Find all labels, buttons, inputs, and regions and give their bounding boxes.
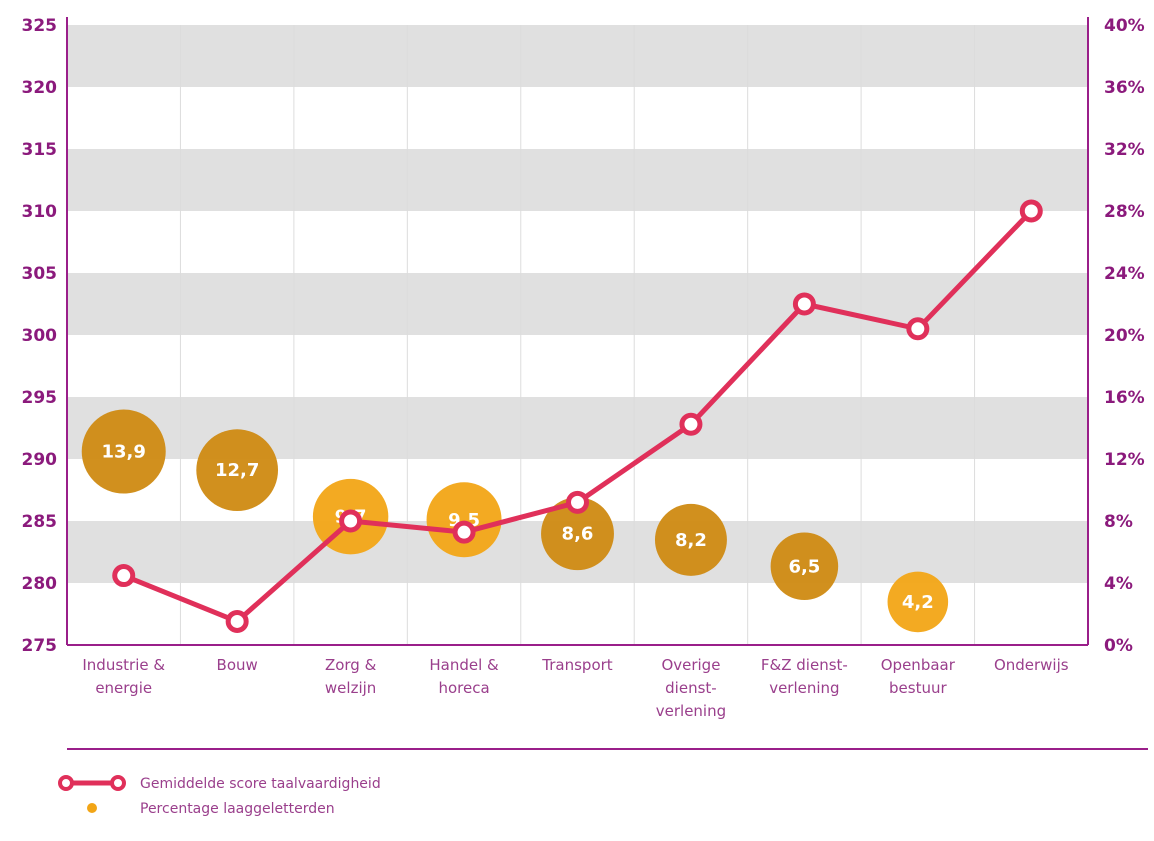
- category-label-line: bestuur: [889, 679, 947, 697]
- left-tick-label: 325: [22, 16, 58, 36]
- grid-band: [67, 273, 1088, 335]
- right-tick-label: 24%: [1104, 264, 1145, 284]
- left-tick-label: 280: [22, 574, 58, 594]
- category-label: Handel & horeca: [429, 656, 499, 697]
- bubble-value-label: 8,6: [562, 524, 594, 545]
- bubble-value-label: 13,9: [102, 442, 146, 463]
- score-point: [1019, 199, 1043, 223]
- score-point: [452, 520, 476, 544]
- grid-band: [67, 25, 1088, 87]
- right-tick-label: 36%: [1104, 78, 1145, 98]
- left-tick-label: 290: [22, 450, 58, 470]
- category-label: Zorg & welzijn: [325, 656, 377, 697]
- category-label-line: Zorg &: [325, 656, 377, 674]
- category-label-line: Bouw: [217, 656, 258, 674]
- category-label-line: horeca: [438, 679, 489, 697]
- right-tick-label: 4%: [1104, 574, 1133, 594]
- category-label-line: dienst-: [665, 679, 717, 697]
- legend-bubble-swatch: [87, 803, 97, 813]
- right-tick-label: 12%: [1104, 450, 1145, 470]
- category-label-line: verlening: [769, 679, 839, 697]
- category-label-line: F&Z dienst-: [761, 656, 848, 674]
- bubble-value-label: 12,7: [215, 460, 259, 481]
- category-label: Industrie & energie: [82, 656, 165, 697]
- category-label: Openbaar bestuur: [881, 656, 956, 697]
- right-tick-label: 16%: [1104, 388, 1145, 408]
- left-tick-label: 320: [22, 78, 58, 98]
- bubble-marker: [541, 497, 614, 571]
- bubble-marker: [770, 532, 839, 601]
- left-tick-label: 285: [22, 512, 58, 532]
- left-tick-label: 310: [22, 202, 58, 222]
- left-tick-label: 275: [22, 636, 58, 656]
- score-point: [225, 609, 249, 633]
- score-point: [566, 490, 589, 514]
- category-label: F&Z dienst-verlening: [761, 656, 848, 697]
- bubble-marker: [887, 571, 949, 633]
- right-tick-label: 8%: [1104, 512, 1133, 532]
- bubble-marker: [196, 429, 279, 512]
- category-label-line: welzijn: [325, 679, 376, 697]
- right-tick-label: 40%: [1104, 16, 1145, 36]
- left-tick-label: 315: [22, 140, 58, 160]
- bubble-value-label: 6,5: [788, 556, 820, 577]
- legend-label-score: Gemiddelde score taalvaardigheid: [140, 776, 381, 792]
- category-label: Onderwijs: [994, 656, 1069, 674]
- score-point: [679, 412, 703, 436]
- left-tick-label: 295: [22, 388, 58, 408]
- bubble-value-label: 4,2: [902, 592, 934, 613]
- legend-label-percentage: Percentage laaggeletterden: [140, 801, 335, 817]
- category-label: Overige dienst-verlening: [656, 656, 726, 720]
- category-label: Bouw: [217, 656, 258, 674]
- right-tick-label: 20%: [1104, 326, 1145, 346]
- bubble-value-label: 8,2: [675, 530, 707, 551]
- legend-line-marker: [58, 775, 74, 791]
- score-point: [906, 317, 930, 341]
- right-tick-label: 28%: [1104, 202, 1145, 222]
- category-label-line: Handel &: [429, 656, 499, 674]
- right-tick-label: 32%: [1104, 140, 1145, 160]
- bubble-marker: [654, 503, 727, 576]
- category-label-line: verlening: [656, 702, 726, 720]
- category-label-line: Openbaar: [881, 656, 956, 674]
- legend-line-marker: [110, 775, 126, 791]
- category-label-line: Onderwijs: [994, 656, 1069, 674]
- category-label-line: energie: [95, 679, 152, 697]
- left-tick-label: 305: [22, 264, 58, 284]
- grid-band: [67, 149, 1088, 211]
- category-label-line: Transport: [541, 656, 613, 674]
- bubble-marker: [81, 409, 166, 494]
- right-tick-label: 0%: [1104, 636, 1133, 656]
- score-point: [112, 564, 136, 588]
- left-tick-label: 300: [22, 326, 58, 346]
- category-label-line: Overige: [661, 656, 720, 674]
- category-label: Transport: [541, 656, 613, 674]
- score-point: [792, 292, 816, 316]
- bubble-marker: [426, 482, 502, 558]
- score-point: [339, 509, 363, 533]
- category-label-line: Industrie &: [82, 656, 165, 674]
